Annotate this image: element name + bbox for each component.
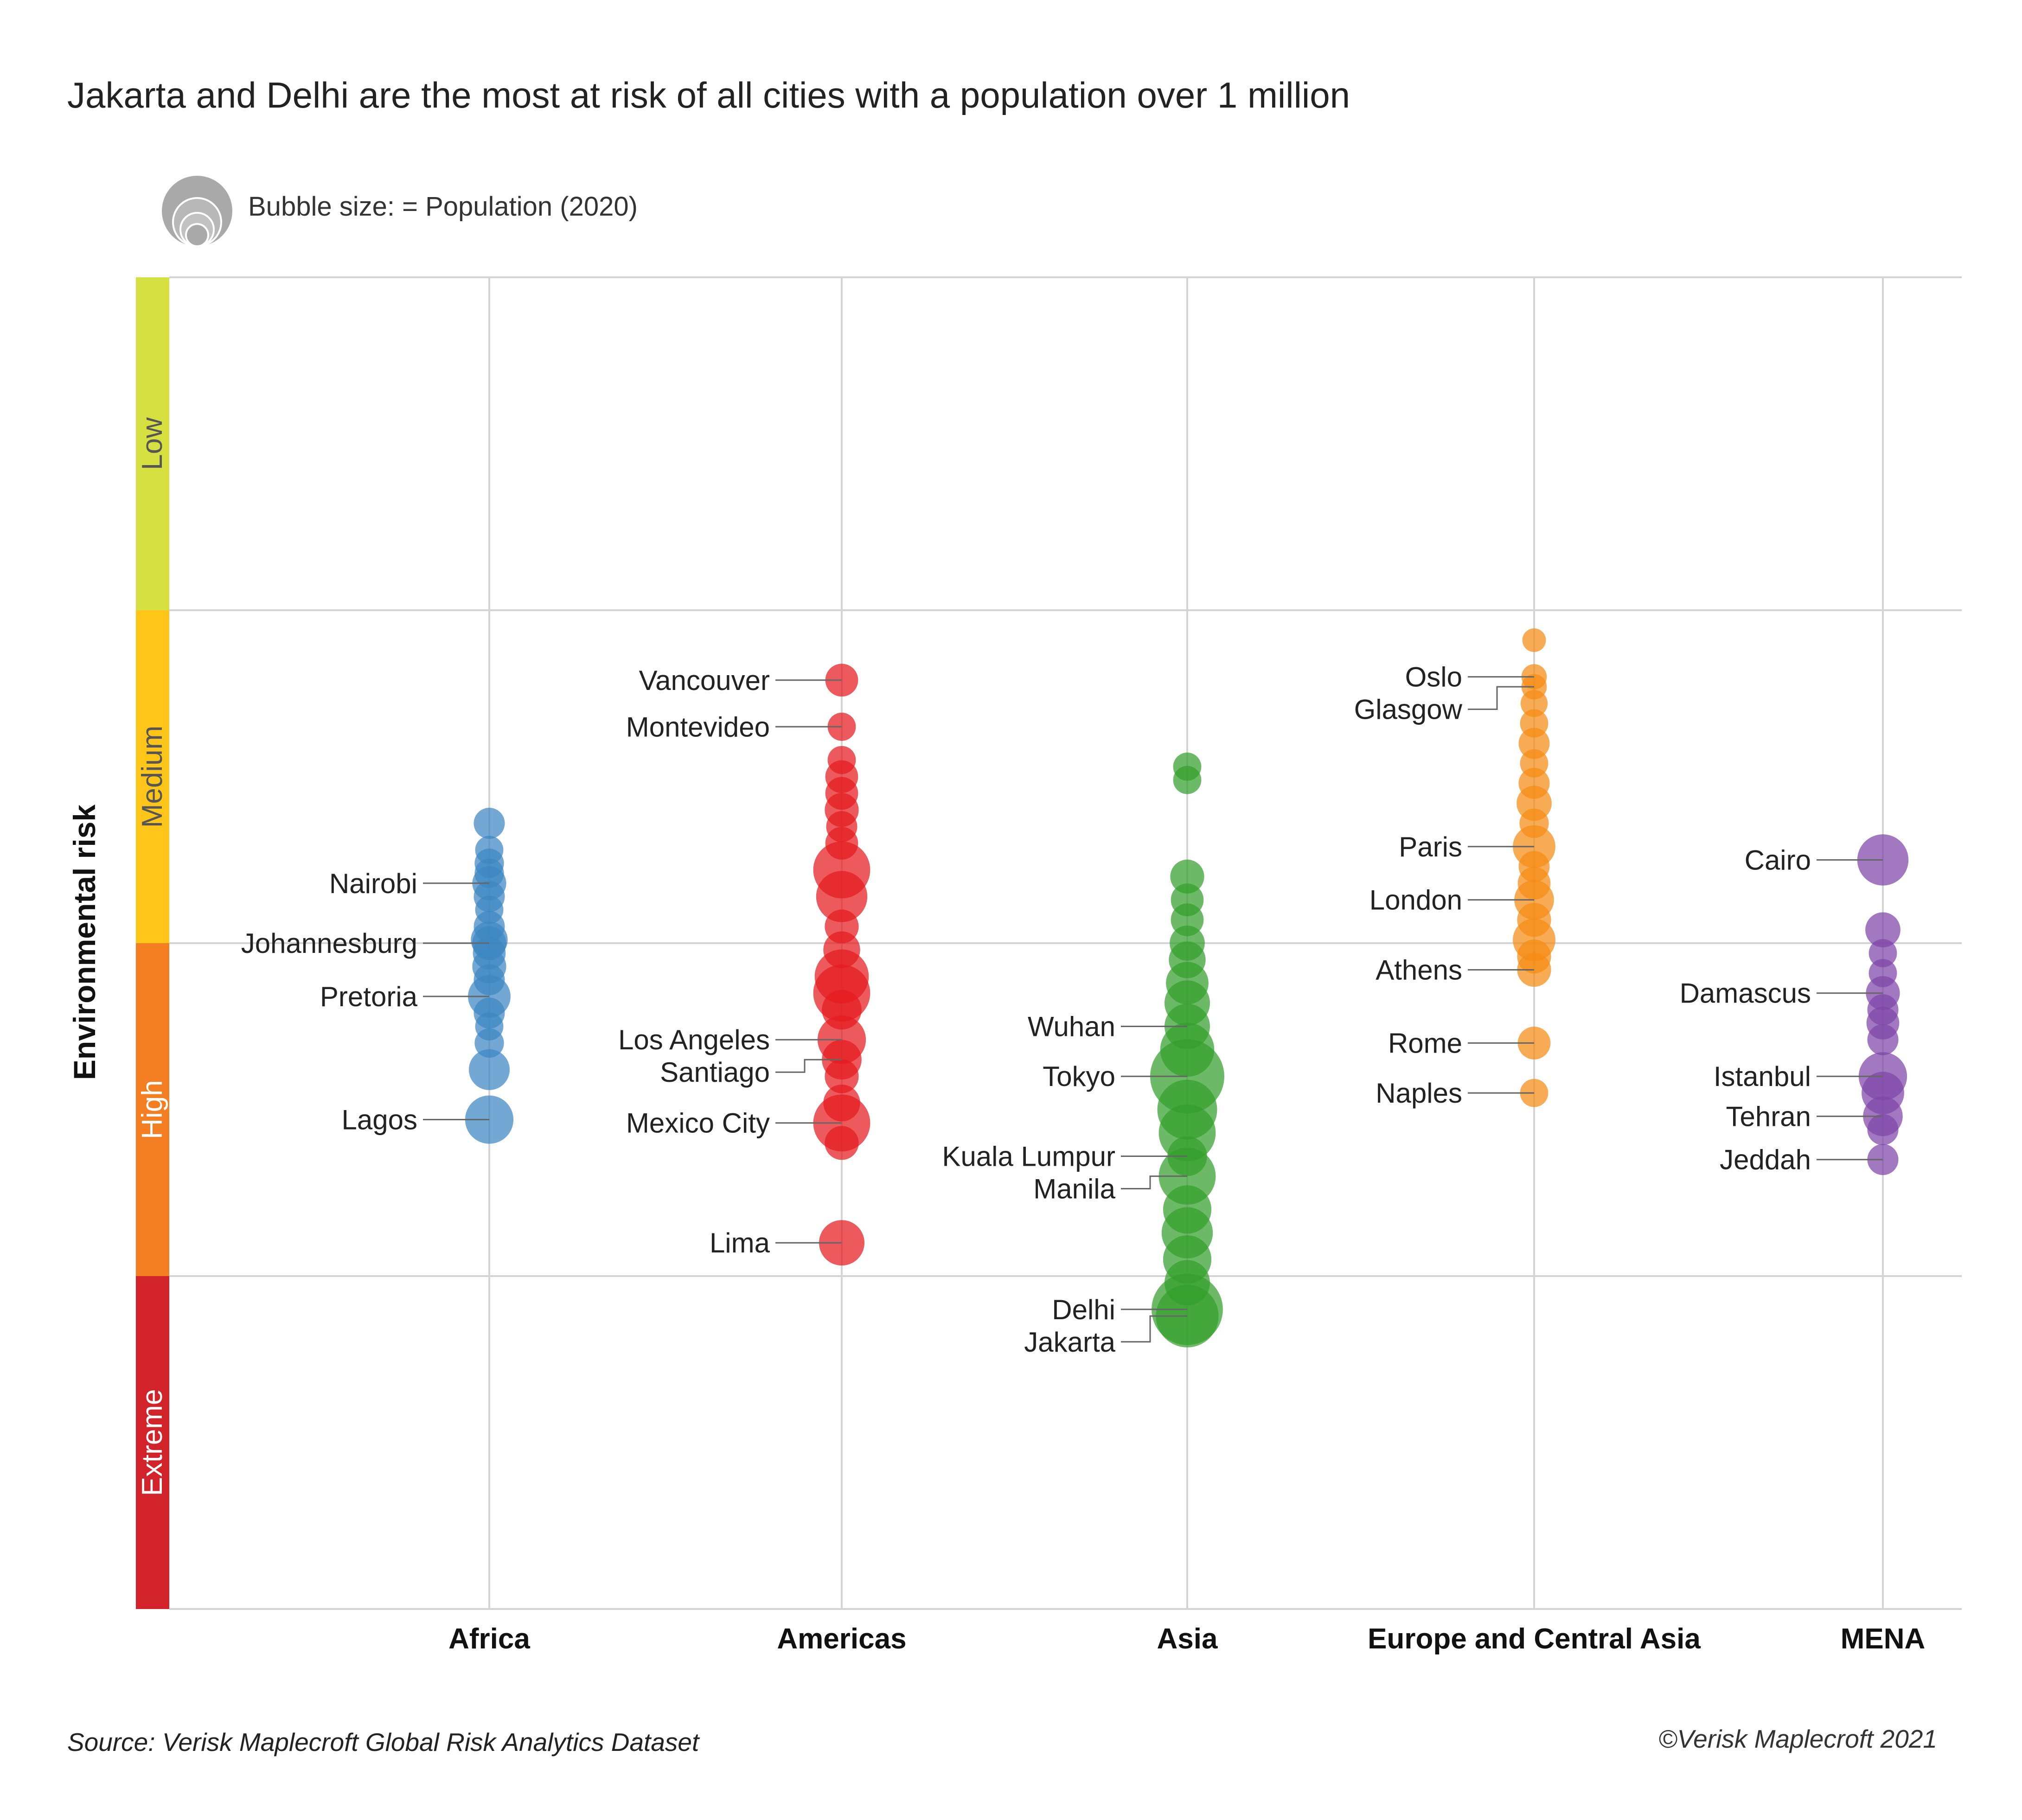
bubble-mena — [1865, 912, 1900, 948]
city-label-nairobi: Nairobi — [329, 868, 417, 899]
category-label-africa: Africa — [448, 1623, 530, 1655]
city-label-naples: Naples — [1376, 1078, 1462, 1109]
leader-line-jakarta — [1121, 1315, 1187, 1343]
city-label-kuala-lumpur: Kuala Lumpur — [942, 1141, 1115, 1172]
city-label-istanbul: Istanbul — [1714, 1061, 1811, 1092]
city-label-glasgow: Glasgow — [1354, 694, 1463, 725]
city-label-pretoria: Pretoria — [320, 981, 418, 1012]
city-label-delhi: Delhi — [1052, 1294, 1115, 1325]
bubble-mena — [1867, 1024, 1899, 1055]
bubble-africa — [474, 1028, 504, 1058]
risk-band-label-high: High — [136, 1080, 168, 1139]
city-label-wuhan: Wuhan — [1028, 1011, 1115, 1042]
city-label-lagos: Lagos — [342, 1105, 417, 1136]
leader-line-santiago — [775, 1059, 842, 1073]
city-label-mexico-city: Mexico City — [626, 1108, 770, 1139]
leader-line-glasgow — [1468, 686, 1534, 710]
bubble-africa — [474, 808, 505, 839]
bubble-americas — [816, 871, 868, 922]
city-label-tokyo: Tokyo — [1043, 1061, 1115, 1092]
city-label-cairo: Cairo — [1745, 845, 1811, 876]
bubble-europe-and-central-asia — [1522, 628, 1546, 652]
category-label-mena: MENA — [1841, 1623, 1926, 1655]
category-label-asia: Asia — [1157, 1623, 1218, 1655]
bubble-africa — [468, 1049, 510, 1090]
source-note: Source: Verisk Maplecroft Global Risk An… — [67, 1728, 699, 1756]
city-label-vancouver: Vancouver — [639, 665, 770, 696]
category-label-americas: Americas — [777, 1623, 906, 1655]
y-axis-label: Environmental risk — [67, 805, 102, 1080]
city-label-los-angeles: Los Angeles — [618, 1024, 770, 1055]
risk-band-label-medium: Medium — [136, 726, 168, 828]
bubble-mena — [1868, 939, 1897, 967]
risk-band-label-low: Low — [136, 417, 168, 470]
city-label-paris: Paris — [1399, 831, 1462, 862]
city-label-manila: Manila — [1033, 1174, 1115, 1205]
risk-band-low — [136, 277, 169, 610]
city-label-jakarta: Jakarta — [1024, 1327, 1115, 1358]
category-label-europe-and-central-asia: Europe and Central Asia — [1368, 1623, 1701, 1655]
city-label-oslo: Oslo — [1405, 662, 1462, 693]
leader-line-manila — [1121, 1175, 1187, 1190]
risk-band-high — [136, 943, 169, 1276]
chart-title: Jakarta and Delhi are the most at risk o… — [67, 75, 1350, 115]
risk-band-medium — [136, 610, 169, 943]
city-label-montevideo: Montevideo — [626, 711, 770, 742]
city-label-jeddah: Jeddah — [1720, 1144, 1811, 1175]
bubble-asia — [1170, 859, 1204, 894]
city-label-johannesburg: Johannesburg — [241, 928, 417, 959]
city-label-lima: Lima — [710, 1227, 770, 1258]
city-label-rome: Rome — [1388, 1028, 1462, 1059]
city-label-athens: Athens — [1376, 954, 1462, 985]
bubble-size-legend-icon — [162, 176, 232, 247]
risk-band-label-extreme: Extreme — [136, 1389, 168, 1496]
city-label-tehran: Tehran — [1726, 1101, 1811, 1132]
city-label-santiago: Santiago — [660, 1057, 770, 1088]
copyright-note: ©Verisk Maplecroft 2021 — [1658, 1724, 1937, 1753]
bubble-asia — [1173, 766, 1202, 794]
bubble-size-legend-label: Bubble size: = Population (2020) — [248, 192, 638, 222]
city-label-damascus: Damascus — [1680, 978, 1811, 1009]
bubble-europe-and-central-asia — [1518, 728, 1550, 759]
risk-band-extreme — [136, 1276, 169, 1609]
city-label-london: London — [1369, 885, 1462, 916]
